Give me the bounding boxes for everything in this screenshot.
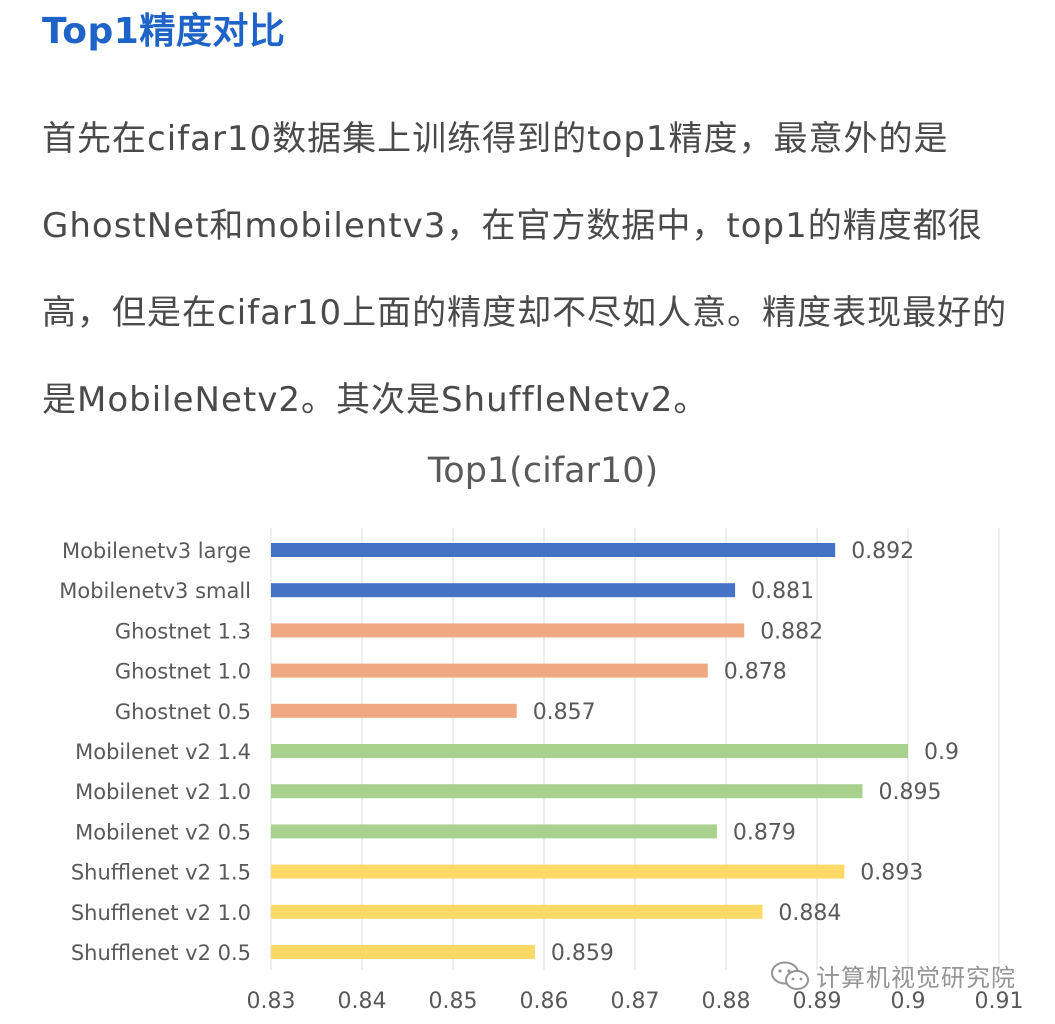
x-tick-label: 0.88 — [702, 989, 751, 1014]
x-tick-label: 0.9 — [891, 989, 926, 1014]
bar — [271, 904, 763, 919]
category-label: Ghostnet 1.0 — [115, 660, 251, 684]
x-tick-label: 0.84 — [338, 989, 387, 1014]
category-label: Shufflenet v2 1.5 — [71, 861, 251, 885]
x-tick-label: 0.86 — [520, 989, 569, 1014]
data-label: 0.893 — [860, 861, 923, 886]
x-tick-label: 0.87 — [611, 989, 660, 1014]
category-label: Ghostnet 0.5 — [115, 700, 251, 724]
bar — [271, 945, 535, 959]
data-label: 0.878 — [724, 660, 787, 685]
chart-value-labels: 0.892 0.881 0.882 0.878 0.857 0.9 0.895 0.879 0.… — [533, 539, 959, 966]
category-label: Mobilenetv3 large — [62, 539, 251, 563]
bar — [271, 623, 745, 638]
data-label: 0.9 — [924, 740, 959, 765]
wechat-icon — [771, 961, 809, 990]
x-tick-label: 0.89 — [793, 989, 842, 1014]
x-tick-label: 0.85 — [429, 989, 478, 1014]
data-label: 0.881 — [751, 579, 814, 604]
chart-title: Top1(cifar10) — [427, 451, 658, 491]
category-label: Shufflenet v2 1.0 — [71, 901, 251, 925]
watermark-text: 计算机视觉研究院 — [816, 964, 1016, 992]
chart-bars — [271, 543, 908, 959]
data-label: 0.857 — [533, 700, 596, 725]
bar — [271, 824, 717, 839]
bar — [271, 543, 836, 557]
data-label: 0.884 — [778, 901, 841, 926]
bar — [271, 744, 908, 758]
top1-bar-chart: Top1(cifar10) Mobilenetv3 largeMobilenet… — [59, 451, 1024, 1014]
chart-x-tick-labels: 0.83 0.84 0.85 0.86 0.87 0.88 0.89 0.9 0.91 — [247, 989, 1024, 1014]
article-paragraph: 首先在cifar10数据集上训练得到的top1精度，最意外的是GhostNet和… — [42, 119, 1008, 420]
data-label: 0.879 — [733, 820, 796, 845]
category-label: Mobilenet v2 1.4 — [75, 740, 251, 764]
bar — [271, 663, 708, 678]
bar — [271, 784, 863, 799]
data-label: 0.882 — [760, 619, 823, 644]
bar — [271, 583, 736, 598]
category-label: Ghostnet 1.3 — [115, 619, 251, 643]
data-label: 0.895 — [879, 780, 942, 805]
category-label: Mobilenet v2 1.0 — [75, 780, 251, 804]
category-label: Shufflenet v2 0.5 — [71, 941, 251, 965]
watermark: 计算机视觉研究院 — [770, 958, 1016, 993]
data-label: 0.859 — [551, 941, 614, 966]
chart-category-labels: Mobilenetv3 large Mobilenetv3 small Ghostn… — [59, 539, 251, 965]
bar — [271, 864, 845, 879]
data-label: 0.892 — [851, 539, 914, 564]
category-label: Mobilenet v2 0.5 — [75, 820, 251, 844]
x-tick-label: 0.91 — [975, 989, 1024, 1014]
section-heading: Top1精度对比 — [42, 11, 286, 52]
x-tick-label: 0.83 — [247, 989, 296, 1014]
bar — [271, 703, 517, 718]
category-label: Mobilenetv3 small — [59, 579, 251, 603]
